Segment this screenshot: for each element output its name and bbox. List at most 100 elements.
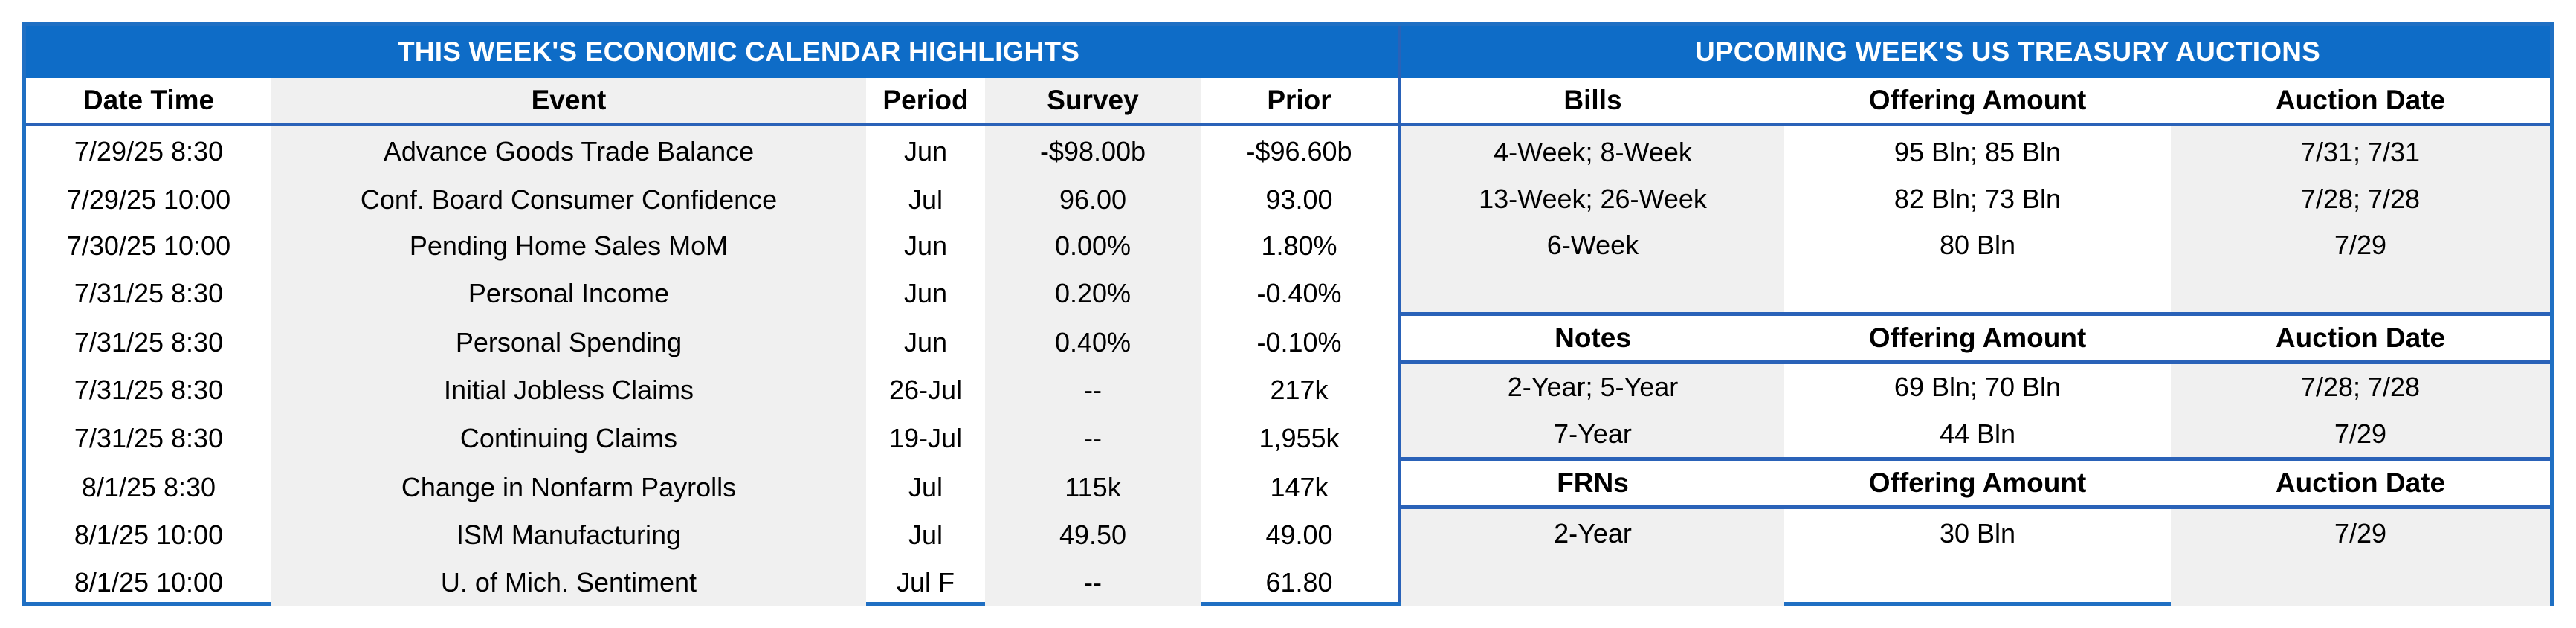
header-period: Period bbox=[882, 85, 969, 115]
row-prior: 147k bbox=[1270, 471, 1329, 502]
bills-header-row: Bills Offering Amount Auction Date bbox=[1401, 78, 2550, 126]
header-prior: Prior bbox=[1267, 85, 1331, 115]
row-event: Pending Home Sales MoM bbox=[409, 230, 729, 261]
row-datetime: 8/1/25 8:30 bbox=[81, 471, 216, 502]
row-survey: 49.50 bbox=[1059, 519, 1127, 550]
header-date-time: Date Time bbox=[83, 85, 215, 115]
row-survey: 0.00% bbox=[1054, 230, 1132, 261]
notes-top-rule bbox=[1401, 312, 2550, 316]
row-datetime: 8/1/25 10:00 bbox=[74, 519, 224, 550]
bills-term: 13-Week; 26-Week bbox=[1479, 183, 1707, 214]
row-survey: -- bbox=[1084, 375, 1102, 405]
header-frns-auction-date: Auction Date bbox=[2275, 467, 2446, 498]
row-datetime: 7/31/25 8:30 bbox=[74, 375, 224, 405]
row-prior: 93.00 bbox=[1265, 184, 1333, 215]
notes-row: 7-Year 44 Bln 7/29 bbox=[1401, 410, 2550, 457]
row-datetime: 7/31/25 8:30 bbox=[74, 278, 224, 308]
notes-term: 7-Year bbox=[1554, 418, 1632, 449]
auctions-title: UPCOMING WEEK'S US TREASURY AUCTIONS bbox=[1695, 36, 2321, 67]
calendar-row: 7/31/25 8:30 Personal Income Jun 0.20% -0.40… bbox=[26, 269, 1398, 318]
row-period: 26-Jul bbox=[888, 375, 963, 405]
row-event: Conf. Board Consumer Confidence bbox=[360, 184, 778, 215]
row-event: Personal Spending bbox=[455, 326, 682, 357]
calendar-row: 8/1/25 10:00 ISM Manufacturing Jul 49.50 49.… bbox=[26, 511, 1398, 559]
bills-row: 6-Week 80 Bln 7/29 bbox=[1401, 223, 2550, 268]
header-notes-auction-date: Auction Date bbox=[2275, 323, 2446, 353]
bills-row: 13-Week; 26-Week 82 Bln; 73 Bln 7/28; 7/… bbox=[1401, 175, 2550, 223]
row-event: ISM Manufacturing bbox=[456, 519, 682, 550]
calendar-row: 7/31/25 8:30 Personal Spending Jun 0.40% -0.… bbox=[26, 318, 1398, 366]
header-survey: Survey bbox=[1047, 85, 1139, 115]
row-period: Jul bbox=[908, 184, 943, 215]
row-prior: -0.40% bbox=[1256, 278, 1342, 308]
row-datetime: 7/29/25 10:00 bbox=[66, 184, 231, 215]
row-period: Jun bbox=[903, 278, 948, 308]
frns-term: 2-Year bbox=[1554, 517, 1632, 548]
notes-header-row: Notes Offering Amount Auction Date bbox=[1401, 316, 2550, 364]
bills-date: 7/28; 7/28 bbox=[2300, 183, 2421, 214]
row-prior: -$96.60b bbox=[1246, 135, 1352, 166]
row-survey: -$98.00b bbox=[1039, 135, 1146, 166]
row-survey: 115k bbox=[1065, 471, 1121, 502]
header-bills: Bills bbox=[1563, 85, 1622, 115]
header-bills-offering: Offering Amount bbox=[1868, 85, 2087, 115]
notes-amount: 44 Bln bbox=[1939, 418, 2016, 449]
header-notes: Notes bbox=[1555, 323, 1631, 353]
row-period: Jun bbox=[903, 326, 948, 357]
bills-amount: 82 Bln; 73 Bln bbox=[1894, 183, 2062, 214]
row-event: Change in Nonfarm Payrolls bbox=[401, 471, 737, 502]
notes-date: 7/28; 7/28 bbox=[2300, 372, 2421, 402]
calendar-row: 7/29/25 10:00 Conf. Board Consumer Confid… bbox=[26, 176, 1398, 223]
row-event: Initial Jobless Claims bbox=[443, 375, 694, 405]
calendar-title: THIS WEEK'S ECONOMIC CALENDAR HIGHLIGHTS bbox=[398, 36, 1080, 67]
bills-date: 7/31; 7/31 bbox=[2300, 137, 2421, 167]
row-survey: 96.00 bbox=[1059, 184, 1127, 215]
frns-amount: 30 Bln bbox=[1939, 517, 2016, 548]
survey-column-shade bbox=[985, 78, 1201, 606]
bills-row: 4-Week; 8-Week 95 Bln; 85 Bln 7/31; 7/31 bbox=[1401, 130, 2550, 175]
economic-calendar-panel: THIS WEEK'S ECONOMIC CALENDAR HIGHLIGHTS… bbox=[26, 26, 1398, 606]
header-notes-offering: Offering Amount bbox=[1868, 323, 2087, 353]
row-period: Jun bbox=[903, 135, 948, 166]
calendar-row: 7/30/25 10:00 Pending Home Sales MoM Jun 0.… bbox=[26, 223, 1398, 269]
notes-date: 7/29 bbox=[2334, 418, 2387, 449]
event-column-shade bbox=[271, 78, 866, 606]
notes-row: 2-Year; 5-Year 69 Bln; 70 Bln 7/28; 7/28 bbox=[1401, 364, 2550, 410]
header-frns: FRNs bbox=[1557, 467, 1629, 498]
bills-term: 6-Week bbox=[1546, 230, 1639, 260]
notes-term: 2-Year; 5-Year bbox=[1507, 372, 1679, 402]
calendar-row: 7/29/25 8:30 Advance Goods Trade Balance J… bbox=[26, 128, 1398, 175]
row-survey: -- bbox=[1084, 423, 1102, 453]
bills-term: 4-Week; 8-Week bbox=[1494, 137, 1692, 167]
calendar-header-row: Date Time Event Period Survey Prior bbox=[26, 78, 1398, 126]
row-datetime: 7/31/25 8:30 bbox=[74, 326, 224, 357]
date-column-shade bbox=[2171, 126, 2550, 606]
row-survey: -- bbox=[1084, 566, 1102, 598]
header-frns-offering: Offering Amount bbox=[1868, 467, 2087, 498]
row-period: Jul F bbox=[896, 566, 955, 598]
row-prior: 1,955k bbox=[1259, 423, 1340, 453]
row-datetime: 8/1/25 10:00 bbox=[74, 566, 224, 598]
calendar-row: 7/31/25 8:30 Continuing Claims 19-Jul -- 1,9… bbox=[26, 414, 1398, 463]
bills-amount: 80 Bln bbox=[1939, 230, 2016, 260]
row-event: Advance Goods Trade Balance bbox=[383, 135, 755, 166]
frns-row: 2-Year 30 Bln 7/29 bbox=[1401, 509, 2550, 557]
row-prior: 1.80% bbox=[1261, 230, 1337, 261]
row-period: 19-Jul bbox=[888, 423, 963, 453]
calendar-row: 7/31/25 8:30 Initial Jobless Claims 26-Jul… bbox=[26, 366, 1398, 414]
calendar-row: 8/1/25 10:00 U. of Mich. Sentiment Jul F --… bbox=[26, 559, 1398, 606]
treasury-auctions-panel: UPCOMING WEEK'S US TREASURY AUCTIONS Bil… bbox=[1398, 26, 2550, 606]
notes-amount: 69 Bln; 70 Bln bbox=[1894, 372, 2062, 402]
row-period: Jul bbox=[908, 471, 943, 502]
header-bills-auction-date: Auction Date bbox=[2275, 85, 2446, 115]
calendar-row: 8/1/25 8:30 Change in Nonfarm Payrolls Jul… bbox=[26, 463, 1398, 511]
row-prior: 217k bbox=[1270, 375, 1329, 405]
row-event: Personal Income bbox=[468, 278, 670, 308]
row-prior: -0.10% bbox=[1256, 326, 1342, 357]
frns-header-row: FRNs Offering Amount Auction Date bbox=[1401, 461, 2550, 509]
row-period: Jul bbox=[908, 519, 943, 550]
tables-frame: THIS WEEK'S ECONOMIC CALENDAR HIGHLIGHTS… bbox=[22, 22, 2554, 606]
row-period: Jun bbox=[903, 230, 948, 261]
row-prior: 49.00 bbox=[1265, 519, 1333, 550]
term-column-shade bbox=[1401, 126, 1784, 606]
